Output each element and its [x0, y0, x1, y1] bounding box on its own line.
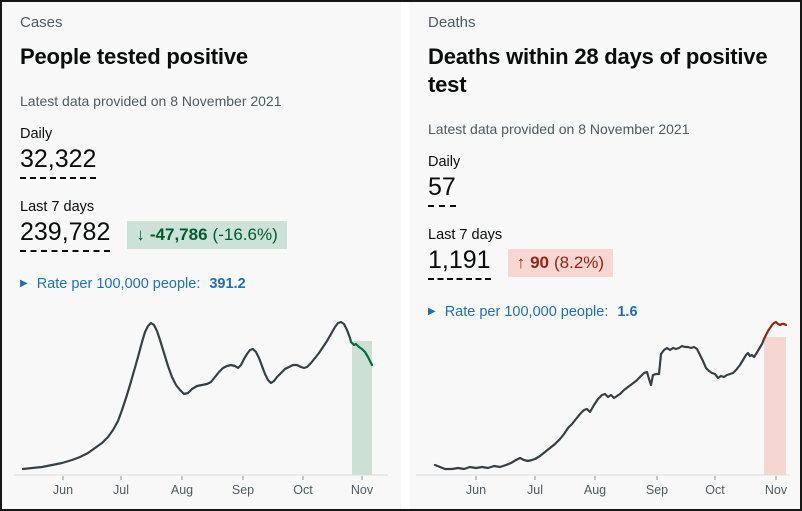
cases-last7-label: Last 7 days: [20, 199, 95, 215]
deaths-rate-value: 1.6: [617, 304, 638, 320]
cases-change-badge: ↓ -47,786 (-16.6%): [127, 221, 287, 249]
cases-change-percent: (-16.6%): [212, 225, 278, 244]
triangle-right-icon: ▶: [20, 278, 28, 289]
svg-text:Jul: Jul: [527, 483, 543, 497]
deaths-change-badge: ↑ 90 (8.2%): [507, 249, 614, 277]
cases-card-title: People tested positive: [20, 44, 248, 69]
deaths-rate-expander[interactable]: ▶ Rate per 100,000 people: 1.6: [428, 304, 638, 320]
cases-daily-label: Daily: [20, 126, 53, 142]
cases-rate-value: 391.2: [209, 276, 246, 292]
deaths-card-title: Deaths within 28 days of positive test: [428, 44, 768, 97]
svg-text:Oct: Oct: [293, 483, 313, 497]
deaths-change-value: 90: [530, 253, 549, 272]
deaths-card: Deaths Deaths within 28 days of positive…: [410, 2, 800, 509]
svg-text:Sep: Sep: [646, 483, 668, 497]
cases-change-value: -47,786: [149, 225, 208, 244]
deaths-last7-value: 1,191: [428, 247, 491, 280]
svg-text:Sep: Sep: [232, 483, 254, 497]
triangle-right-icon: ▶: [428, 306, 436, 317]
cases-last7-value: 239,782: [20, 219, 111, 252]
deaths-timestamp: Latest data provided on 8 November 2021: [428, 121, 690, 137]
deaths-daily-value: 57: [428, 174, 456, 207]
deaths-daily-label: Daily: [428, 154, 461, 170]
cases-rate-label: Rate per 100,000 people:: [36, 276, 201, 292]
svg-text:Nov: Nov: [765, 483, 788, 497]
svg-text:Nov: Nov: [351, 483, 374, 497]
svg-text:Jul: Jul: [113, 483, 129, 497]
deaths-change-percent: (8.2%): [553, 253, 605, 272]
up-arrow-icon: ↑: [516, 253, 526, 272]
section-label-deaths: Deaths: [428, 14, 476, 31]
deaths-trend-chart: Jun Jul Aug Sep Oct Nov: [412, 297, 794, 507]
svg-text:Jun: Jun: [53, 483, 73, 497]
cases-daily-value: 32,322: [20, 146, 97, 179]
cases-rate-expander[interactable]: ▶ Rate per 100,000 people: 391.2: [20, 276, 246, 292]
svg-text:Aug: Aug: [171, 483, 193, 497]
deaths-last7-label: Last 7 days: [428, 227, 503, 243]
cases-timestamp: Latest data provided on 8 November 2021: [20, 93, 282, 109]
cases-card: Cases People tested positive Latest data…: [2, 2, 401, 509]
section-label-cases: Cases: [20, 14, 63, 31]
svg-text:Aug: Aug: [584, 483, 606, 497]
cases-trend-chart: Jun Jul Aug Sep Oct Nov: [10, 297, 392, 507]
down-arrow-icon: ↓: [136, 225, 145, 244]
deaths-rate-label: Rate per 100,000 people:: [444, 304, 609, 320]
svg-text:Oct: Oct: [705, 483, 725, 497]
svg-text:Jun: Jun: [466, 483, 486, 497]
